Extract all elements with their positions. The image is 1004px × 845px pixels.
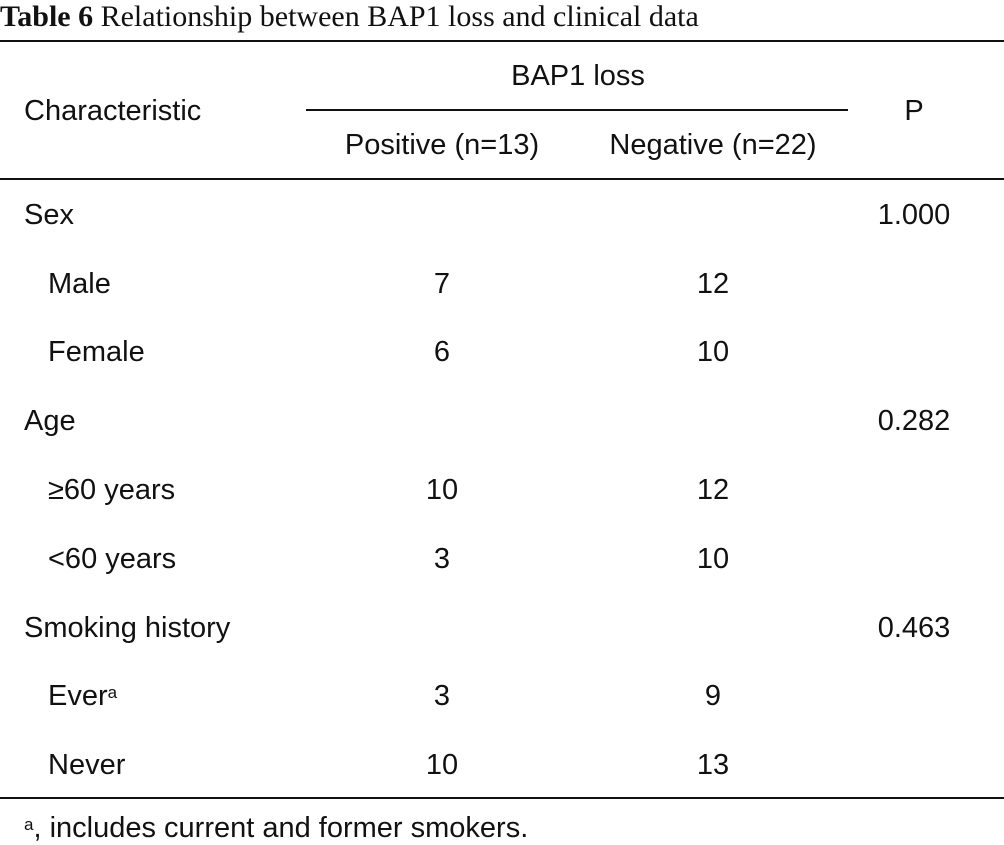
header-negative: Negative (n=22) bbox=[609, 129, 817, 161]
row-p: 0.463 bbox=[877, 612, 951, 644]
row-label: Age bbox=[24, 405, 76, 437]
row-label: Never bbox=[48, 749, 126, 781]
row-p: 0.282 bbox=[877, 405, 951, 437]
row-negative: 12 bbox=[696, 474, 730, 506]
row-label: <60 years bbox=[48, 543, 177, 575]
row-negative: 10 bbox=[696, 543, 730, 575]
header-bap1-loss: BAP1 loss bbox=[511, 60, 645, 92]
row-label: ≥60 years bbox=[48, 474, 176, 506]
row-positive: 10 bbox=[425, 474, 459, 506]
header-characteristic: Characteristic bbox=[24, 95, 202, 127]
row-label: Smoking history bbox=[24, 612, 231, 644]
footnote-marker: a bbox=[107, 683, 118, 702]
row-negative: 10 bbox=[696, 336, 730, 368]
table-caption: Table 6 Relationship between BAP1 loss a… bbox=[0, 0, 699, 40]
table-title: Relationship between BAP1 loss and clini… bbox=[100, 0, 699, 33]
row-p: 1.000 bbox=[877, 199, 951, 231]
row-negative: 12 bbox=[696, 268, 730, 300]
header-rule bbox=[0, 178, 1004, 180]
row-label: Female bbox=[48, 336, 145, 368]
row-label: Male bbox=[48, 268, 111, 300]
row-label-text: Ever bbox=[48, 680, 108, 712]
row-positive: 3 bbox=[433, 680, 451, 712]
row-label-ever: Evera bbox=[48, 679, 117, 713]
footnote: a, includes current and former smokers. bbox=[24, 811, 528, 845]
row-positive: 10 bbox=[425, 749, 459, 781]
top-rule bbox=[0, 40, 1004, 42]
row-positive: 3 bbox=[433, 543, 451, 575]
table-label: Table 6 bbox=[0, 0, 94, 33]
group-rule bbox=[306, 109, 848, 111]
footnote-marker: a bbox=[24, 815, 34, 834]
row-negative: 9 bbox=[704, 680, 722, 712]
header-positive: Positive (n=13) bbox=[344, 129, 540, 161]
header-p: P bbox=[904, 95, 924, 127]
row-positive: 6 bbox=[433, 336, 451, 368]
row-label: Sex bbox=[24, 199, 74, 231]
row-negative: 13 bbox=[696, 749, 730, 781]
footnote-text: , includes current and former smokers. bbox=[33, 812, 529, 844]
row-positive: 7 bbox=[433, 268, 451, 300]
bottom-rule bbox=[0, 797, 1004, 799]
